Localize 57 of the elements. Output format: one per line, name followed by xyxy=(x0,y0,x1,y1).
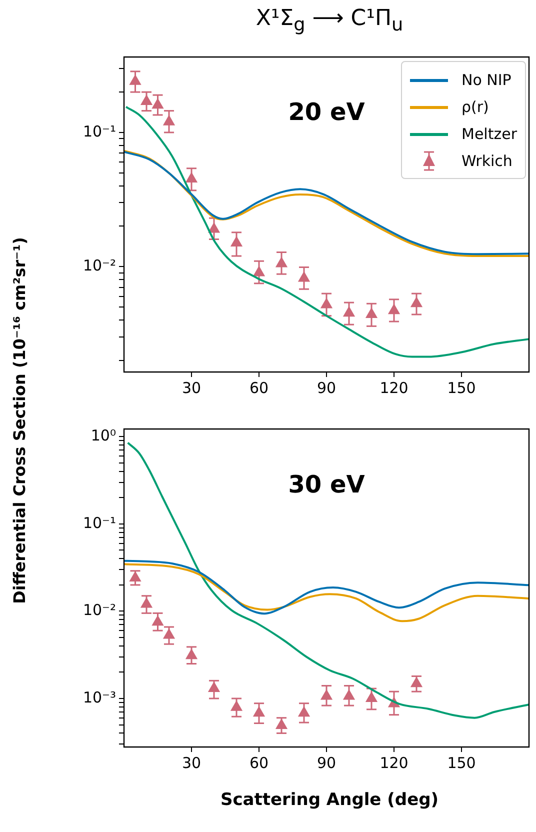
point xyxy=(163,628,175,639)
point xyxy=(366,692,378,702)
point xyxy=(140,598,152,608)
x-tick-label: 30 xyxy=(182,754,202,772)
x-tick-label: 90 xyxy=(316,378,336,397)
point xyxy=(152,616,164,626)
chart-title: X¹Σ$_{g}$ ⟶ C¹Π$_{u}$ xyxy=(254,6,404,36)
x-tick-label: 120 xyxy=(380,378,408,397)
x-tick-label: 120 xyxy=(380,754,408,772)
y-tick-label: 10⁰ xyxy=(90,426,116,445)
legend-label: Wrkich xyxy=(462,152,512,170)
point xyxy=(343,306,355,317)
legend-label: Meltzer xyxy=(462,124,517,142)
point xyxy=(186,649,198,660)
point xyxy=(388,304,400,314)
x-tick-label: 30 xyxy=(182,378,202,397)
x-tick-label: 150 xyxy=(447,378,476,397)
annotation: 30 eV xyxy=(288,470,366,498)
point xyxy=(410,297,422,308)
point xyxy=(320,298,332,308)
point xyxy=(276,719,288,730)
point xyxy=(186,172,198,182)
point xyxy=(163,115,175,126)
point xyxy=(140,95,152,106)
point xyxy=(253,706,265,717)
point xyxy=(298,706,310,717)
x-axis-title: Scattering Angle (deg) xyxy=(219,790,440,810)
point xyxy=(130,572,141,582)
point xyxy=(230,700,242,711)
point xyxy=(298,272,310,282)
point xyxy=(276,257,288,268)
point xyxy=(320,690,332,700)
legend-label: No NIP xyxy=(462,70,512,88)
annotation: 20 eV xyxy=(288,98,366,126)
point xyxy=(230,236,242,247)
x-tick-label: 60 xyxy=(249,378,269,397)
y-tick-label: 10⁻³ xyxy=(82,688,116,706)
point xyxy=(343,690,355,700)
y-tick-label: 10⁻¹ xyxy=(82,514,116,532)
y-tick-label: 10⁻² xyxy=(82,256,116,275)
line-series xyxy=(126,442,529,719)
y-tick-label: 10⁻² xyxy=(82,601,116,620)
point xyxy=(410,677,422,688)
y-axis-title: Differential Cross Section (10⁻¹⁶ cm²sr⁻¹) xyxy=(10,236,28,604)
x-tick-label: 90 xyxy=(316,754,336,772)
point xyxy=(152,98,164,109)
legend-label: ρ(r) xyxy=(462,98,489,116)
y-tick-label: 10⁻¹ xyxy=(82,122,116,140)
line-series xyxy=(124,560,529,615)
point xyxy=(253,266,265,276)
x-tick-label: 60 xyxy=(249,754,269,772)
point xyxy=(366,308,378,318)
x-tick-label: 150 xyxy=(447,754,476,772)
point xyxy=(208,682,220,692)
point xyxy=(208,222,220,233)
line-series xyxy=(124,563,529,622)
point xyxy=(130,74,141,85)
